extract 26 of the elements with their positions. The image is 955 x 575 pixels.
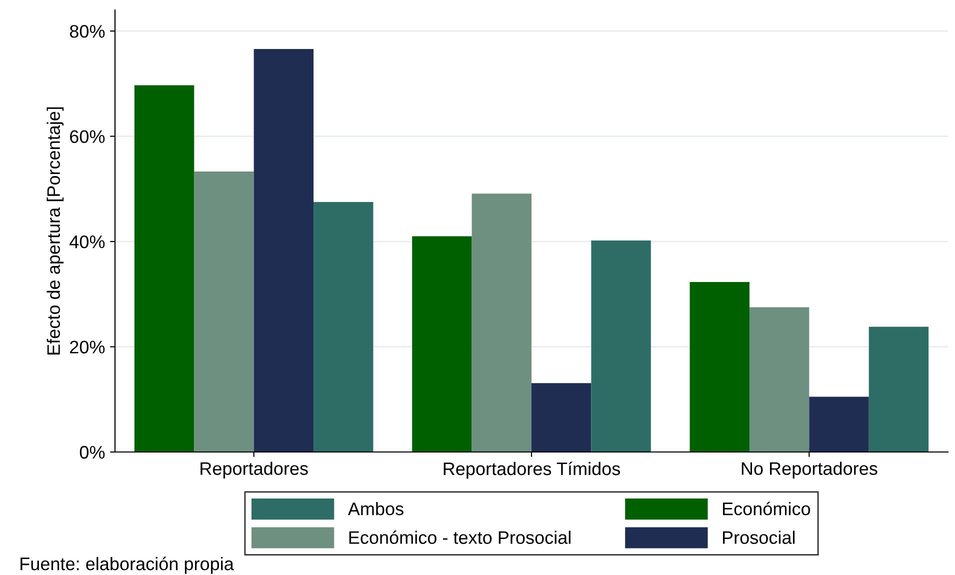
y-axis-title: Efecto de apertura [Porcentaje] (46, 107, 64, 354)
bar (868, 326, 929, 452)
bar (591, 240, 651, 452)
bar (472, 194, 532, 452)
legend-label: Prosocial (722, 530, 795, 544)
bar (809, 396, 869, 452)
source-note: Fuente: elaboración propia (20, 556, 234, 574)
y-tick-label: 40% (70, 235, 105, 248)
y-tick-label: 80% (70, 24, 105, 38)
bar (194, 172, 254, 452)
legend-label: Económico - texto Prosocial (349, 530, 570, 544)
bar (749, 307, 810, 452)
bar (412, 236, 472, 452)
bar (134, 85, 194, 452)
legend-label: Ambos (348, 502, 404, 516)
bar (532, 383, 592, 452)
bar (254, 48, 314, 452)
y-tick-label: 60% (70, 130, 105, 144)
bar (314, 202, 374, 452)
x-tick-label: No Reportadores (742, 462, 878, 479)
y-tick-label: 20% (70, 340, 105, 354)
legend-label: Económico (722, 502, 810, 516)
x-tick-label: Reportadores (200, 462, 308, 479)
x-tick-label: Reportadores Tímidos (444, 462, 620, 479)
y-tick-label: 0% (80, 446, 105, 459)
bar (690, 282, 750, 452)
